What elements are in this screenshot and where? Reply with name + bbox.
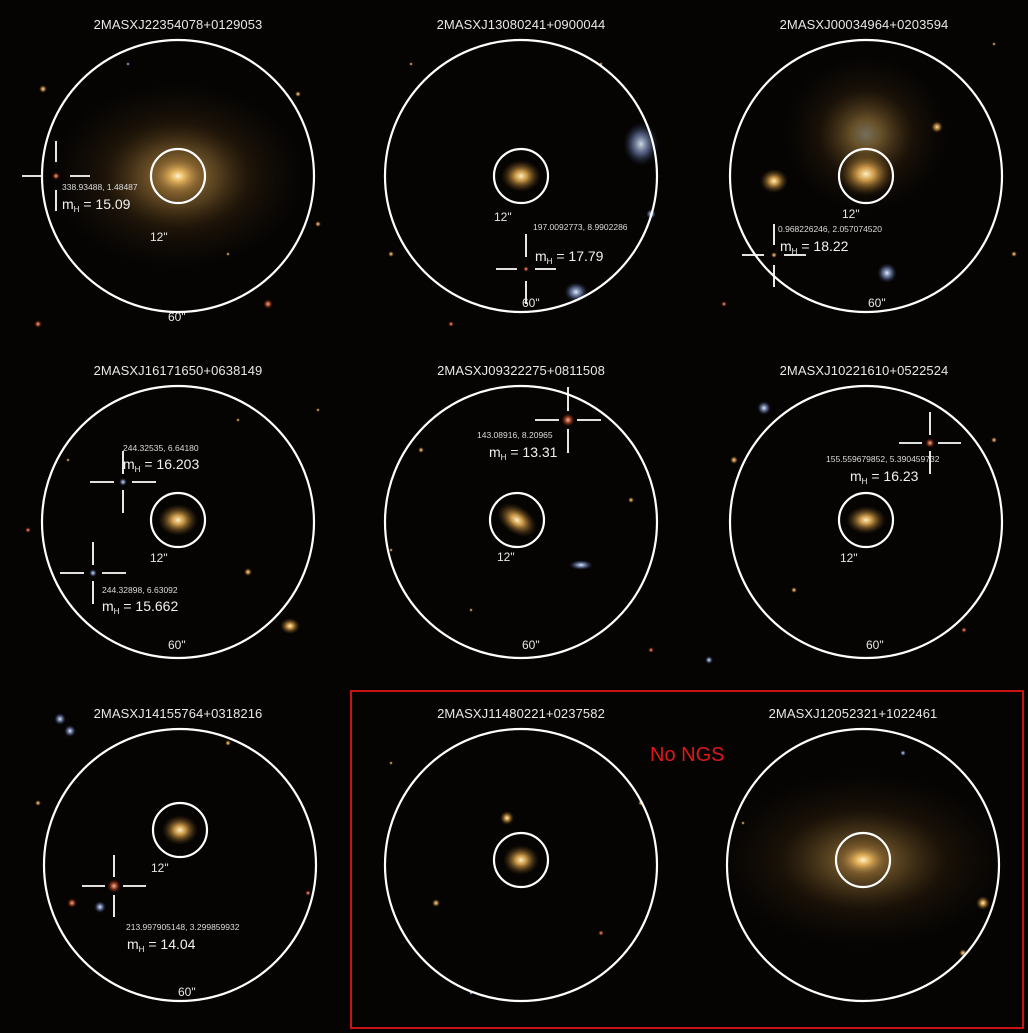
inner-radius-label: 12" bbox=[150, 551, 168, 565]
panel-2MASXJ09322275: 2MASXJ09322275+0811508 143.08916, 8.2096… bbox=[351, 350, 691, 690]
panel-image bbox=[383, 727, 659, 1003]
no-ngs-label: No NGS bbox=[650, 744, 725, 766]
panel-2MASXJ22354078: 2MASXJ22354078+0129053 338.93488, 1.4848… bbox=[8, 4, 348, 344]
panel-2MASXJ16171650: 2MASXJ16171650+0638149 244.32535, 6.6418… bbox=[8, 350, 348, 690]
inner-radius-label: 12" bbox=[494, 210, 512, 224]
inner-radius-label: 12" bbox=[497, 550, 515, 564]
star-magnitude: mH = 15.662 bbox=[102, 598, 179, 616]
outer-radius-label: 60" bbox=[178, 985, 196, 999]
star-coordinates: 197.0092773, 8.9902286 bbox=[533, 222, 628, 232]
star-coordinates: 244.32898, 6.63092 bbox=[102, 585, 178, 595]
panel-2MASXJ11480221: 2MASXJ11480221+0237582 bbox=[351, 693, 691, 1033]
panel-title: 2MASXJ22354078+0129053 bbox=[93, 17, 263, 32]
outer-radius-label: 60" bbox=[168, 310, 186, 324]
panel-image bbox=[35, 713, 318, 1003]
star-magnitude: mH = 15.09 bbox=[62, 196, 131, 214]
panel-image bbox=[705, 384, 1004, 664]
panel-title: 2MASXJ00034964+0203594 bbox=[779, 17, 949, 32]
star-coordinates: 244.32535, 6.64180 bbox=[123, 443, 199, 453]
inner-radius-label: 12" bbox=[842, 207, 860, 221]
star-magnitude: mH = 16.23 bbox=[850, 468, 919, 486]
panel-image bbox=[22, 38, 321, 328]
panel-2MASXJ12052321: 2MASXJ12052321+1022461 bbox=[683, 693, 1023, 1033]
panel-image bbox=[721, 38, 1017, 314]
panel-2MASXJ00034964: 2MASXJ00034964+0203594 0.968226246, 2.05… bbox=[694, 4, 1028, 344]
panel-title: 2MASXJ11480221+0237582 bbox=[437, 706, 605, 721]
star-magnitude: mH = 18.22 bbox=[780, 238, 849, 256]
star-magnitude: mH = 14.04 bbox=[127, 936, 196, 954]
panel-title: 2MASXJ10221610+0522524 bbox=[779, 363, 949, 378]
outer-radius-label: 60" bbox=[868, 296, 886, 310]
panel-title: 2MASXJ16171650+0638149 bbox=[93, 363, 263, 378]
star-coordinates: 0.968226246, 2.057074520 bbox=[778, 224, 882, 234]
star-coordinates: 143.08916, 8.20965 bbox=[477, 430, 553, 440]
panel-image bbox=[383, 38, 659, 327]
inner-radius-label: 12" bbox=[150, 230, 168, 244]
inner-radius-label: 12" bbox=[151, 861, 169, 875]
outer-radius-label: 60" bbox=[522, 638, 540, 652]
star-coordinates: 213.997905148, 3.299859932 bbox=[126, 922, 240, 932]
star-magnitude: mH = 16.203 bbox=[123, 456, 200, 474]
panel-2MASXJ14155764: 2MASXJ14155764+0318216 213.997905148, 3.… bbox=[8, 693, 348, 1033]
outer-radius-label: 60" bbox=[866, 638, 884, 652]
panel-title: 2MASXJ12052321+1022461 bbox=[768, 706, 938, 721]
outer-radius-label: 60" bbox=[522, 296, 540, 310]
star-magnitude: mH = 17.79 bbox=[535, 248, 604, 266]
outer-radius-label: 60" bbox=[168, 638, 186, 652]
panel-2MASXJ13080241: 2MASXJ13080241+0900044 197.0092773, 8.99… bbox=[351, 4, 691, 344]
panel-title: 2MASXJ09322275+0811508 bbox=[437, 363, 605, 378]
panel-title: 2MASXJ13080241+0900044 bbox=[436, 17, 606, 32]
panel-image bbox=[25, 384, 320, 660]
panel-2MASXJ10221610: 2MASXJ10221610+0522524 155.559679852, 5.… bbox=[694, 350, 1028, 690]
panel-image bbox=[383, 384, 659, 660]
star-coordinates: 338.93488, 1.48487 bbox=[62, 182, 138, 192]
inner-radius-label: 12" bbox=[840, 551, 858, 565]
star-coordinates: 155.559679852, 5.390459732 bbox=[826, 454, 940, 464]
star-magnitude: mH = 13.31 bbox=[489, 444, 558, 462]
no-ngs-highlight-box bbox=[350, 690, 1024, 1029]
panel-title: 2MASXJ14155764+0318216 bbox=[93, 706, 263, 721]
panel-image bbox=[713, 727, 1013, 1003]
